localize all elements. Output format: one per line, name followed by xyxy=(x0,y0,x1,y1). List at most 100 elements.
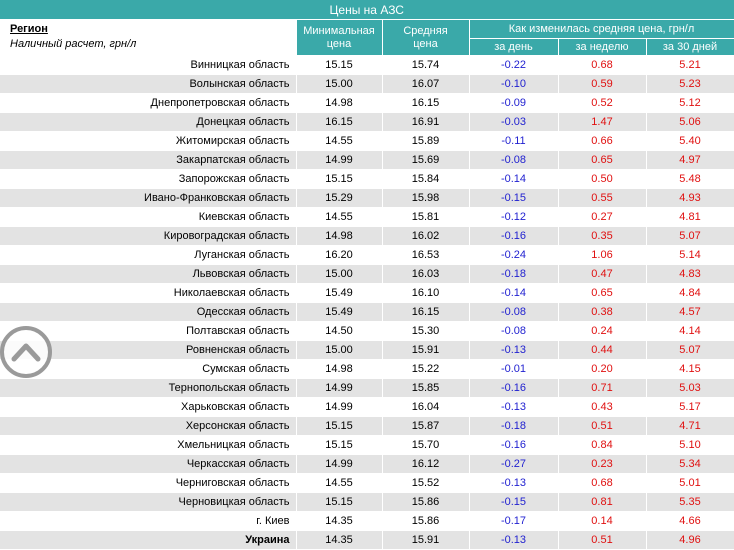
month-change-cell: 4.97 xyxy=(646,150,734,170)
table-row: Ровненская область 15.00 15.91 -0.13 0.44 5.0… xyxy=(0,340,734,360)
avg-price-cell: 15.52 xyxy=(382,473,470,493)
min-price-cell: 16.20 xyxy=(296,245,383,265)
table-row: Тернопольская область 14.99 15.85 -0.16 0.71… xyxy=(0,378,734,398)
region-cell: Черниговская область xyxy=(0,473,297,493)
month-change-cell: 4.81 xyxy=(646,207,734,227)
avg-price-cell: 15.74 xyxy=(382,55,470,75)
day-change-cell: -0.14 xyxy=(469,169,559,189)
region-cell: Херсонская область xyxy=(0,416,297,436)
table-row: Запорожская область 15.15 15.84 -0.14 0.50 5.… xyxy=(0,169,734,189)
day-change-cell: -0.17 xyxy=(469,511,559,531)
min-price-cell: 15.15 xyxy=(296,435,383,455)
day-change-cell: -0.11 xyxy=(469,131,559,151)
min-price-cell: 14.98 xyxy=(296,93,383,113)
week-change-cell: 0.84 xyxy=(558,435,647,455)
day-change-cell: -0.08 xyxy=(469,321,559,341)
week-change-cell: 0.66 xyxy=(558,131,647,151)
table-row: Кировоградская область 14.98 16.02 -0.16 0.3… xyxy=(0,226,734,246)
day-change-cell: -0.09 xyxy=(469,93,559,113)
min-price-cell: 14.55 xyxy=(296,131,383,151)
day-change-cell: -0.12 xyxy=(469,207,559,227)
month-change-cell: 5.35 xyxy=(646,492,734,512)
region-cell: Хмельницкая область xyxy=(0,435,297,455)
region-subheader-label: Наличный расчет, грн/л xyxy=(10,38,137,50)
region-cell: Кировоградская область xyxy=(0,226,297,246)
region-cell: Ровненская область xyxy=(0,340,297,360)
month-change-cell: 4.57 xyxy=(646,302,734,322)
table-title: Цены на АЗС xyxy=(0,0,734,20)
avg-price-cell: 15.91 xyxy=(382,340,470,360)
week-change-cell: 0.59 xyxy=(558,74,647,94)
per-30-days-header: за 30 дней xyxy=(646,38,734,56)
scroll-to-top-button[interactable] xyxy=(0,326,52,378)
region-cell: г. Киев xyxy=(0,511,297,531)
table-row: Житомирская область 14.55 15.89 -0.11 0.66 5.… xyxy=(0,131,734,151)
month-change-cell: 4.71 xyxy=(646,416,734,436)
week-change-cell: 0.55 xyxy=(558,188,647,208)
day-change-cell: -0.16 xyxy=(469,435,559,455)
avg-price-cell: 15.70 xyxy=(382,435,470,455)
avg-price-cell: 15.30 xyxy=(382,321,470,341)
region-column-header: Регион Наличный расчет, грн/л xyxy=(0,19,297,56)
table-row: Херсонская область 15.15 15.87 -0.18 0.51 4.7… xyxy=(0,416,734,436)
month-change-cell: 5.17 xyxy=(646,397,734,417)
week-change-cell: 0.38 xyxy=(558,302,647,322)
avg-price-cell: 16.10 xyxy=(382,283,470,303)
min-price-cell: 15.49 xyxy=(296,283,383,303)
table-row: Черниговская область 14.55 15.52 -0.13 0.68 5… xyxy=(0,473,734,493)
avg-price-cell: 16.15 xyxy=(382,302,470,322)
month-change-cell: 5.07 xyxy=(646,226,734,246)
chevron-up-icon xyxy=(11,343,41,362)
month-change-cell: 5.40 xyxy=(646,131,734,151)
avg-price-cell: 15.85 xyxy=(382,378,470,398)
month-change-cell: 5.12 xyxy=(646,93,734,113)
avg-price-cell: 15.91 xyxy=(382,530,470,550)
table-row: Винницкая область 15.15 15.74 -0.22 0.68 5.21 xyxy=(0,55,734,75)
week-change-cell: 0.65 xyxy=(558,283,647,303)
region-header-label: Регион xyxy=(10,23,48,35)
table-row: Николаевская область 15.49 16.10 -0.14 0.65 4… xyxy=(0,283,734,303)
min-price-cell: 15.15 xyxy=(296,169,383,189)
region-cell: Харьковская область xyxy=(0,397,297,417)
day-change-cell: -0.16 xyxy=(469,378,559,398)
day-change-cell: -0.22 xyxy=(469,55,559,75)
day-change-cell: -0.13 xyxy=(469,340,559,360)
week-change-cell: 0.52 xyxy=(558,93,647,113)
table-row: Львовская область 15.00 16.03 -0.18 0.47 4.83 xyxy=(0,264,734,284)
month-change-cell: 5.23 xyxy=(646,74,734,94)
min-price-cell: 14.55 xyxy=(296,473,383,493)
day-change-cell: -0.18 xyxy=(469,264,559,284)
month-change-cell: 5.06 xyxy=(646,112,734,132)
week-change-cell: 0.68 xyxy=(558,473,647,493)
week-change-cell: 1.47 xyxy=(558,112,647,132)
min-price-cell: 15.29 xyxy=(296,188,383,208)
month-change-cell: 5.07 xyxy=(646,340,734,360)
week-change-cell: 0.47 xyxy=(558,264,647,284)
table-row: Черновицкая область 15.15 15.86 -0.15 0.81 5.… xyxy=(0,492,734,512)
day-change-cell: -0.13 xyxy=(469,397,559,417)
min-price-cell: 15.00 xyxy=(296,74,383,94)
day-change-cell: -0.15 xyxy=(469,188,559,208)
week-change-cell: 0.43 xyxy=(558,397,647,417)
avg-price-cell: 15.89 xyxy=(382,131,470,151)
min-price-header: Минимальная цена xyxy=(296,19,383,56)
week-change-cell: 0.71 xyxy=(558,378,647,398)
month-change-cell: 4.15 xyxy=(646,359,734,379)
avg-price-cell: 15.84 xyxy=(382,169,470,189)
min-price-cell: 15.00 xyxy=(296,264,383,284)
month-change-cell: 5.48 xyxy=(646,169,734,189)
region-cell: Одесская область xyxy=(0,302,297,322)
week-change-cell: 0.20 xyxy=(558,359,647,379)
week-change-cell: 0.27 xyxy=(558,207,647,227)
avg-price-cell: 16.15 xyxy=(382,93,470,113)
avg-price-cell: 16.12 xyxy=(382,454,470,474)
week-change-cell: 0.44 xyxy=(558,340,647,360)
region-cell: Полтавская область xyxy=(0,321,297,341)
min-price-cell: 15.15 xyxy=(296,55,383,75)
region-cell: Черкасская область xyxy=(0,454,297,474)
day-change-cell: -0.10 xyxy=(469,74,559,94)
avg-price-cell: 15.22 xyxy=(382,359,470,379)
min-price-cell: 15.49 xyxy=(296,302,383,322)
week-change-cell: 0.35 xyxy=(558,226,647,246)
